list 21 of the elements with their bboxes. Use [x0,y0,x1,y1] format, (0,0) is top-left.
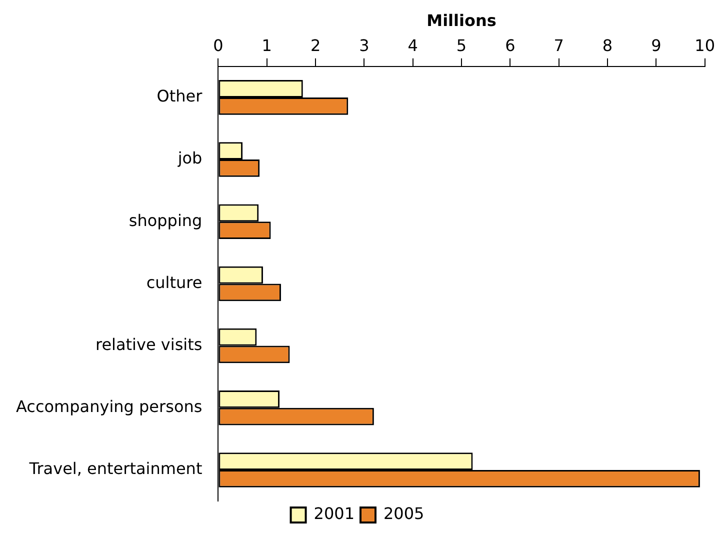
y-tick-label: shopping [128,210,202,230]
legend-label: 2001 [314,504,354,524]
x-tick-label: 3 [359,36,370,55]
y-tick-label: Travel, entertainment [28,459,202,478]
x-tick-label: 8 [602,36,613,55]
y-tick-label: Accompanying persons [16,397,202,416]
y-tick-label: Other [156,86,203,106]
x-tick-label: 9 [651,36,662,55]
y-tick-label: culture [146,272,202,292]
x-tick-label: 5 [456,36,467,55]
y-tick-label: job [176,148,202,168]
x-axis-title: Millions [426,10,496,30]
y-tick-label: relative visits [95,334,202,354]
x-tick-label: 10 [694,36,715,55]
x-tick-label: 0 [213,36,224,55]
x-tick-label: 4 [408,36,418,55]
x-tick-label: 2 [310,36,321,55]
legend-label: 2005 [384,504,424,524]
x-tick-label: 6 [505,36,516,55]
x-tick-label: 1 [262,36,272,55]
x-tick-label: 7 [554,36,564,55]
